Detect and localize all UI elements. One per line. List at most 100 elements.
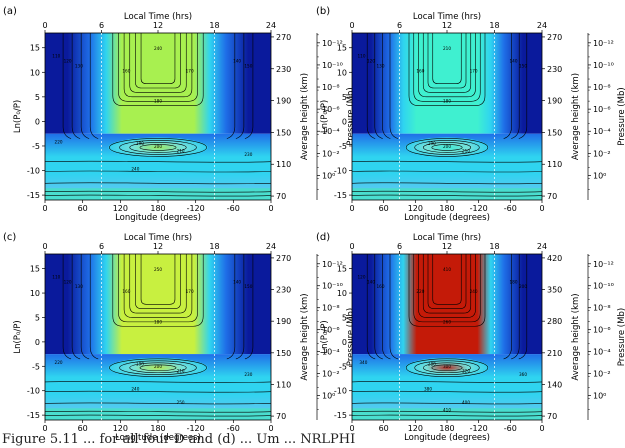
nightside-contour [80, 254, 90, 360]
contour-label: 240 [470, 289, 478, 294]
x-tick-label: 180 [150, 204, 165, 213]
height-tick-label: 150 [276, 128, 291, 137]
top-tick-label: 12 [442, 242, 452, 251]
dayside-contour [432, 254, 462, 305]
contour-label: 240 [131, 387, 139, 392]
contour-label: 230 [244, 152, 252, 157]
contour-label: 200 [154, 144, 162, 149]
dayside-contour [427, 33, 467, 89]
contour-label: 120 [64, 279, 72, 284]
pressure-axis-title: Pressure (Mb) [346, 308, 356, 366]
pressure-tick-label: 10⁻⁴ [322, 127, 340, 136]
nightside-contour [226, 254, 236, 360]
height-tick-label: 230 [276, 65, 291, 74]
x-tick-label: -60 [504, 204, 517, 213]
contour-lines [45, 254, 271, 417]
pressure-tick-label: 10⁻² [593, 149, 611, 158]
height-tick-label: 140 [547, 380, 562, 389]
lower-contour [352, 194, 542, 197]
y-tick-label: 10 [337, 289, 347, 298]
pressure-tick-label: 10⁻⁴ [593, 127, 611, 136]
contour-label: 340 [359, 360, 367, 365]
pressure-tick-label: 10⁻⁸ [322, 304, 340, 313]
contour-label: 130 [377, 63, 385, 68]
contour-label: 180 [443, 99, 451, 104]
contour-label: 200 [519, 284, 527, 289]
nightside-contour [503, 33, 512, 139]
x-tick-label: 120 [113, 204, 128, 213]
height-tick-label: 210 [547, 349, 562, 358]
pressure-axis-title: Pressure (Mb) [617, 87, 625, 145]
x-tick-label: -60 [504, 424, 517, 433]
pressure-tick-label: 10⁻¹⁰ [593, 282, 614, 291]
y-tick-label: 5 [342, 313, 347, 322]
height-tick-label: 270 [276, 33, 291, 42]
contour-label: 150 [519, 63, 527, 68]
bottom-band [352, 188, 542, 200]
x-tick-label: 60 [78, 424, 88, 433]
x-tick-label: -60 [227, 424, 240, 433]
height-tick-label: 190 [276, 97, 291, 106]
height-tick-label: 110 [276, 380, 291, 389]
panel-label: (c) [3, 232, 16, 243]
top-tick-label: 12 [153, 242, 163, 251]
nightside-contour [511, 33, 520, 139]
top-tick-label: 12 [153, 21, 163, 30]
height-tick-label: 190 [547, 97, 562, 106]
x-tick-label: 120 [408, 204, 423, 213]
top-tick-label: 0 [349, 242, 354, 251]
dayside-contour [418, 254, 476, 318]
pressure-tick-label: 10⁻⁸ [322, 83, 340, 92]
x-tick-label: -120 [470, 424, 488, 433]
mesopause-contour [431, 144, 463, 151]
lower-contour [352, 190, 542, 193]
x-tick-label: 60 [78, 204, 88, 213]
x-tick-label: 180 [150, 424, 165, 433]
lower-contour [45, 182, 271, 185]
mesopause-contour [129, 362, 187, 374]
mesopause-contour [422, 362, 472, 374]
lower-contour [45, 160, 271, 163]
y-tick-label: -10 [27, 167, 40, 176]
contour-label: 190 [136, 141, 144, 146]
bottom-band [352, 408, 542, 420]
contour-label: 320 [462, 369, 470, 374]
contour-label: 120 [358, 274, 366, 279]
contour-label: 180 [154, 99, 162, 104]
contour-label: 160 [122, 68, 130, 73]
bottom-band [45, 188, 271, 200]
contour-label: 110 [52, 54, 60, 59]
height-tick-label: 230 [547, 65, 562, 74]
contour-lines [352, 33, 542, 197]
pressure-tick-label: 10⁻¹² [593, 39, 614, 48]
y-tick-label: 0 [342, 117, 347, 126]
contour-label: 180 [510, 279, 518, 284]
dayside-contour [422, 254, 472, 314]
lower-contour [352, 390, 542, 393]
x-tick-label: 120 [408, 424, 423, 433]
contour-label: 170 [470, 68, 478, 73]
pressure-tick-label: 10⁻⁸ [593, 304, 611, 313]
bottom-band [45, 408, 271, 420]
pressure-tick-label: 10⁻⁶ [593, 326, 611, 335]
contour-label: 130 [75, 63, 83, 68]
height-tick-label: 280 [547, 317, 562, 326]
x-tick-label: 0 [42, 204, 47, 213]
y-tick-label: 10 [337, 68, 347, 77]
contour-label: 140 [233, 58, 241, 63]
peak-temperature-label: 250 [154, 267, 162, 272]
top-tick-label: 18 [489, 21, 499, 30]
mesopause-contour [431, 364, 463, 372]
peak-temperature-label: 410 [443, 267, 451, 272]
y-tick-label: 5 [35, 93, 40, 102]
dayside-contour [413, 33, 481, 102]
dayside-contour [129, 254, 187, 314]
nightside-contour [244, 33, 254, 139]
dayside-contour [123, 33, 193, 98]
y-tick-label: 0 [342, 338, 347, 347]
contour-label: 160 [416, 68, 424, 73]
x-tick-label: 0 [539, 204, 544, 213]
pressure-tick-label: 10⁰ [322, 392, 335, 401]
